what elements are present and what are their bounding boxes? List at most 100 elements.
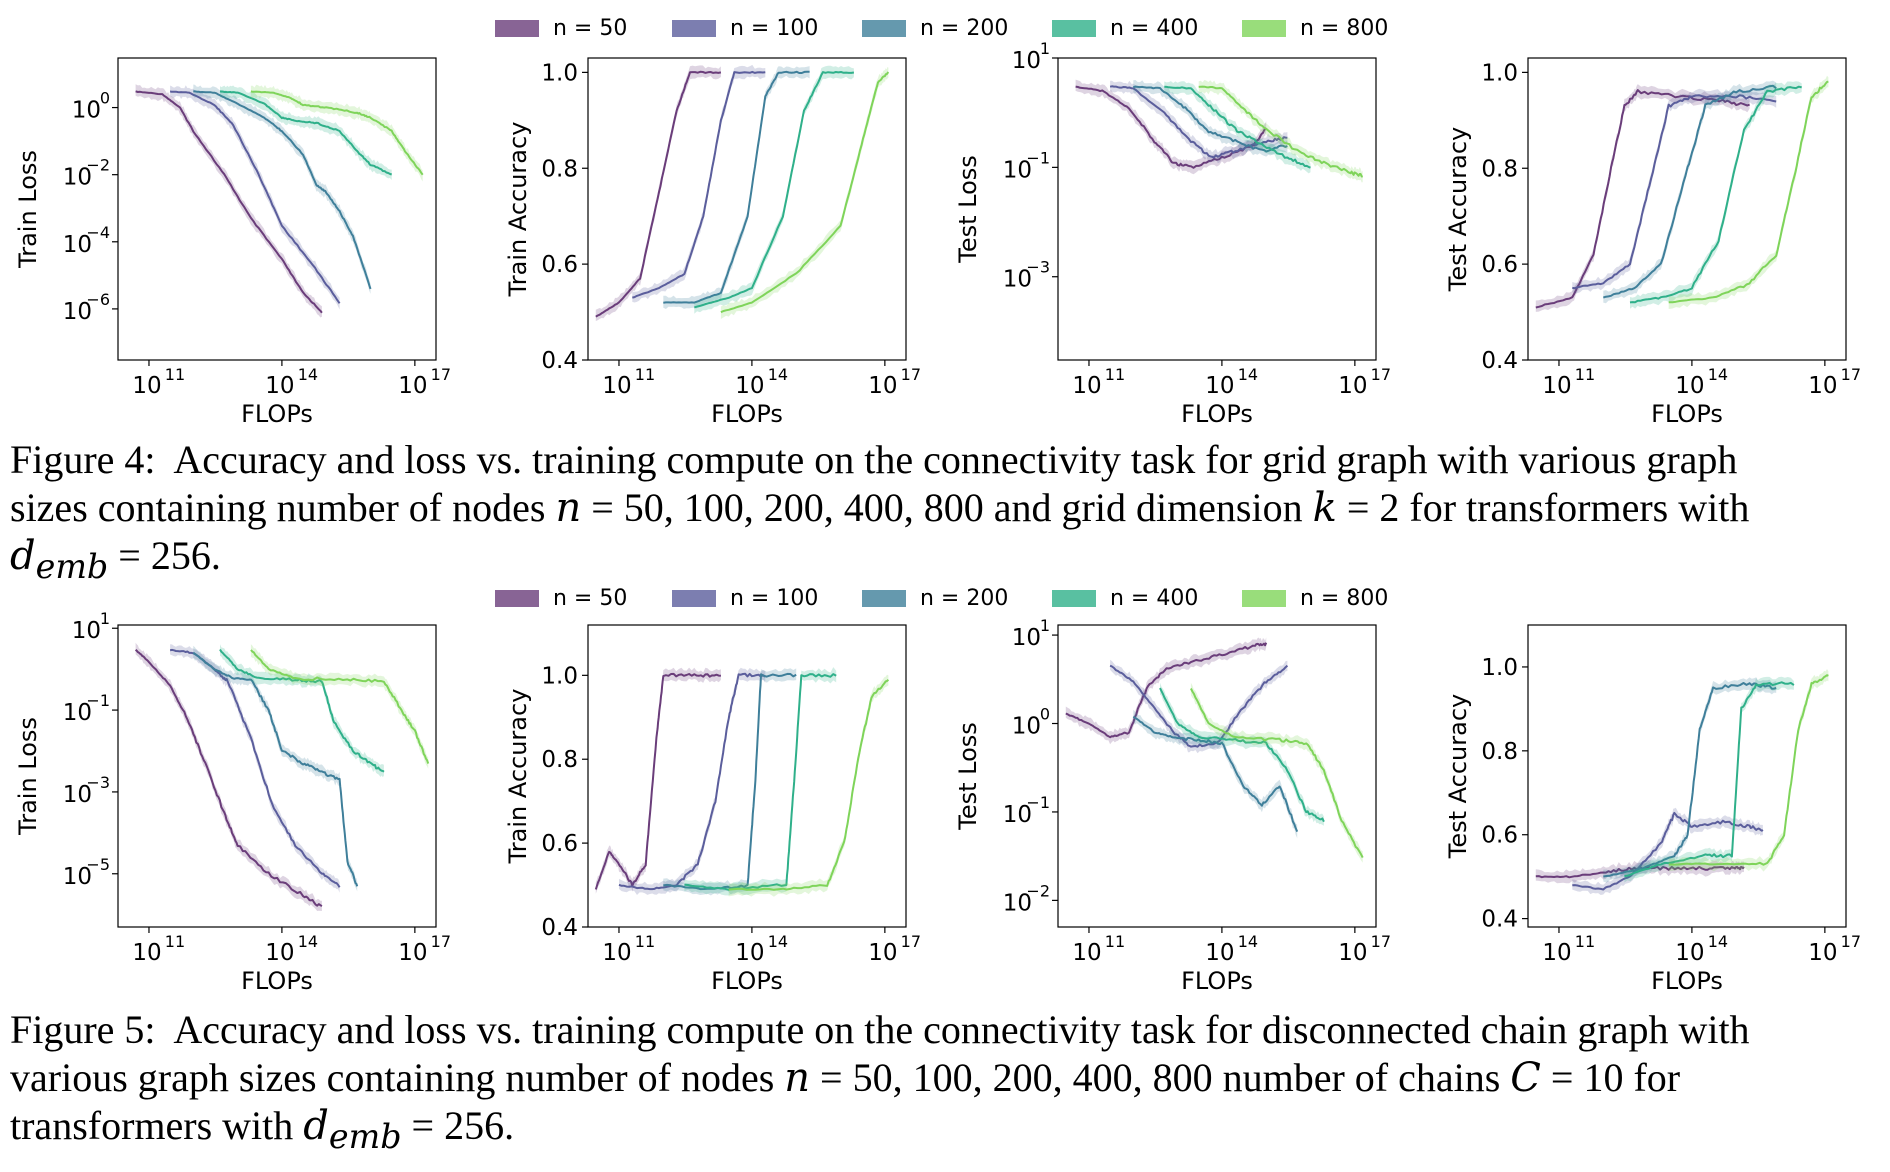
legend-entry: n = 400 — [1110, 586, 1198, 611]
x-tick-label: 10 — [398, 373, 427, 399]
legend-swatch — [1242, 20, 1286, 37]
y-tick-label: 0.8 — [1481, 739, 1518, 765]
x-tick-exponent: 17 — [431, 365, 451, 384]
caption-text: various graph sizes containing number of… — [10, 1055, 785, 1100]
legend-swatch — [1242, 590, 1286, 607]
series-line-5 — [1668, 80, 1829, 304]
y-tick-label: 10 — [1012, 714, 1041, 740]
legend-entry: n = 800 — [1300, 586, 1388, 611]
series-line-4 — [1164, 85, 1311, 169]
series-band-5 — [720, 66, 889, 320]
series-band-2 — [1572, 88, 1777, 294]
y-tick-label: 10 — [63, 782, 92, 808]
y-tick-label: 0.4 — [541, 915, 578, 941]
y-tick-label: 0.4 — [1481, 348, 1518, 374]
x-axis-label: FLOPs — [1181, 967, 1253, 995]
y-tick-label: 1.0 — [541, 663, 578, 689]
series-line-5 — [250, 649, 430, 764]
y-tick-label: 1.0 — [1481, 60, 1518, 86]
series-band-3 — [193, 645, 358, 892]
x-tick-label: 10 — [868, 373, 897, 399]
y-axis-label: Train Loss — [14, 717, 42, 836]
series-line-4 — [684, 673, 837, 891]
y-tick-exponent: 1 — [1040, 616, 1050, 635]
series-line-2 — [169, 90, 341, 304]
y-tick-label: 10 — [1003, 157, 1032, 183]
y-tick-exponent: −3 — [86, 773, 110, 792]
y-tick-label: 10 — [1012, 625, 1041, 651]
caption-math: n — [784, 1055, 811, 1101]
caption-text: = 256. — [108, 533, 221, 578]
legend-entry: n = 200 — [920, 16, 1008, 41]
series-line-4 — [219, 90, 393, 176]
caption-text: = 50, 100, 200, 400, 800 number of chain… — [810, 1055, 1511, 1100]
x-tick-exponent: 11 — [635, 932, 655, 951]
x-tick-label: 10 — [1205, 940, 1234, 966]
legend-entry: n = 50 — [553, 16, 627, 41]
plot-frame — [1057, 624, 1377, 928]
legend-swatch — [672, 20, 716, 37]
series-line-4 — [1624, 681, 1795, 878]
y-tick-label: 0.6 — [541, 252, 578, 278]
x-axis-label: FLOPs — [711, 967, 783, 995]
x-tick-exponent: 11 — [1105, 365, 1125, 384]
y-tick-exponent: −1 — [86, 691, 110, 710]
x-axis-label: FLOPs — [1181, 400, 1253, 428]
y-tick-label: 10 — [1012, 48, 1041, 74]
series-band-3 — [1133, 709, 1298, 839]
x-axis-label: FLOPs — [1651, 967, 1723, 995]
x-tick-exponent: 14 — [1238, 365, 1258, 384]
x-tick-exponent: 11 — [165, 932, 185, 951]
caption-label: Figure 5: — [10, 1007, 156, 1052]
x-tick-label: 10 — [735, 940, 764, 966]
x-axis-label: FLOPs — [241, 400, 313, 428]
x-tick-label: 10 — [1072, 373, 1101, 399]
x-tick-exponent: 14 — [768, 365, 788, 384]
series-band-1 — [1535, 84, 1750, 312]
y-tick-label: 0.8 — [1481, 156, 1518, 182]
series-group — [1065, 637, 1364, 863]
series-line-1 — [135, 90, 323, 314]
x-tick-label: 10 — [1675, 940, 1704, 966]
series-band-3 — [663, 668, 797, 896]
y-tick-label: 10 — [63, 864, 92, 890]
y-tick-exponent: 1 — [1040, 39, 1050, 58]
series-line-3 — [1132, 715, 1299, 832]
x-tick-label: 10 — [1338, 940, 1367, 966]
series-line-1 — [134, 649, 323, 907]
legend-figure-5: n = 50 n = 100 n = 200 n = 400 n = 800 — [495, 586, 1388, 611]
x-tick-exponent: 17 — [431, 932, 451, 951]
x-tick-label: 10 — [265, 373, 294, 399]
x-tick-label: 10 — [398, 940, 427, 966]
series-band-5 — [250, 644, 429, 769]
legend-entry: n = 200 — [920, 586, 1008, 611]
series-line-2 — [1572, 811, 1764, 891]
series-band-4 — [220, 85, 392, 180]
series-group — [1535, 669, 1829, 895]
x-tick-exponent: 17 — [1371, 932, 1391, 951]
x-tick-label: 10 — [602, 940, 631, 966]
series-line-3 — [1603, 682, 1777, 878]
caption-math-subscript: emb — [328, 1117, 402, 1156]
x-tick-exponent: 11 — [1575, 932, 1595, 951]
plot-frame — [587, 57, 907, 361]
x-tick-exponent: 14 — [298, 932, 318, 951]
x-tick-exponent: 11 — [635, 365, 655, 384]
y-tick-exponent: −1 — [1026, 148, 1050, 167]
y-tick-exponent: −2 — [86, 156, 110, 175]
series-line-5 — [1190, 688, 1364, 859]
y-tick-exponent: 1 — [100, 609, 110, 628]
x-tick-label: 10 — [1542, 940, 1571, 966]
caption-text: = 2 for transformers with — [1336, 485, 1750, 530]
y-tick-label: 0.8 — [541, 156, 578, 182]
series-band-2 — [1110, 80, 1288, 164]
x-tick-label: 10 — [1205, 373, 1234, 399]
y-tick-exponent: −6 — [86, 290, 110, 309]
